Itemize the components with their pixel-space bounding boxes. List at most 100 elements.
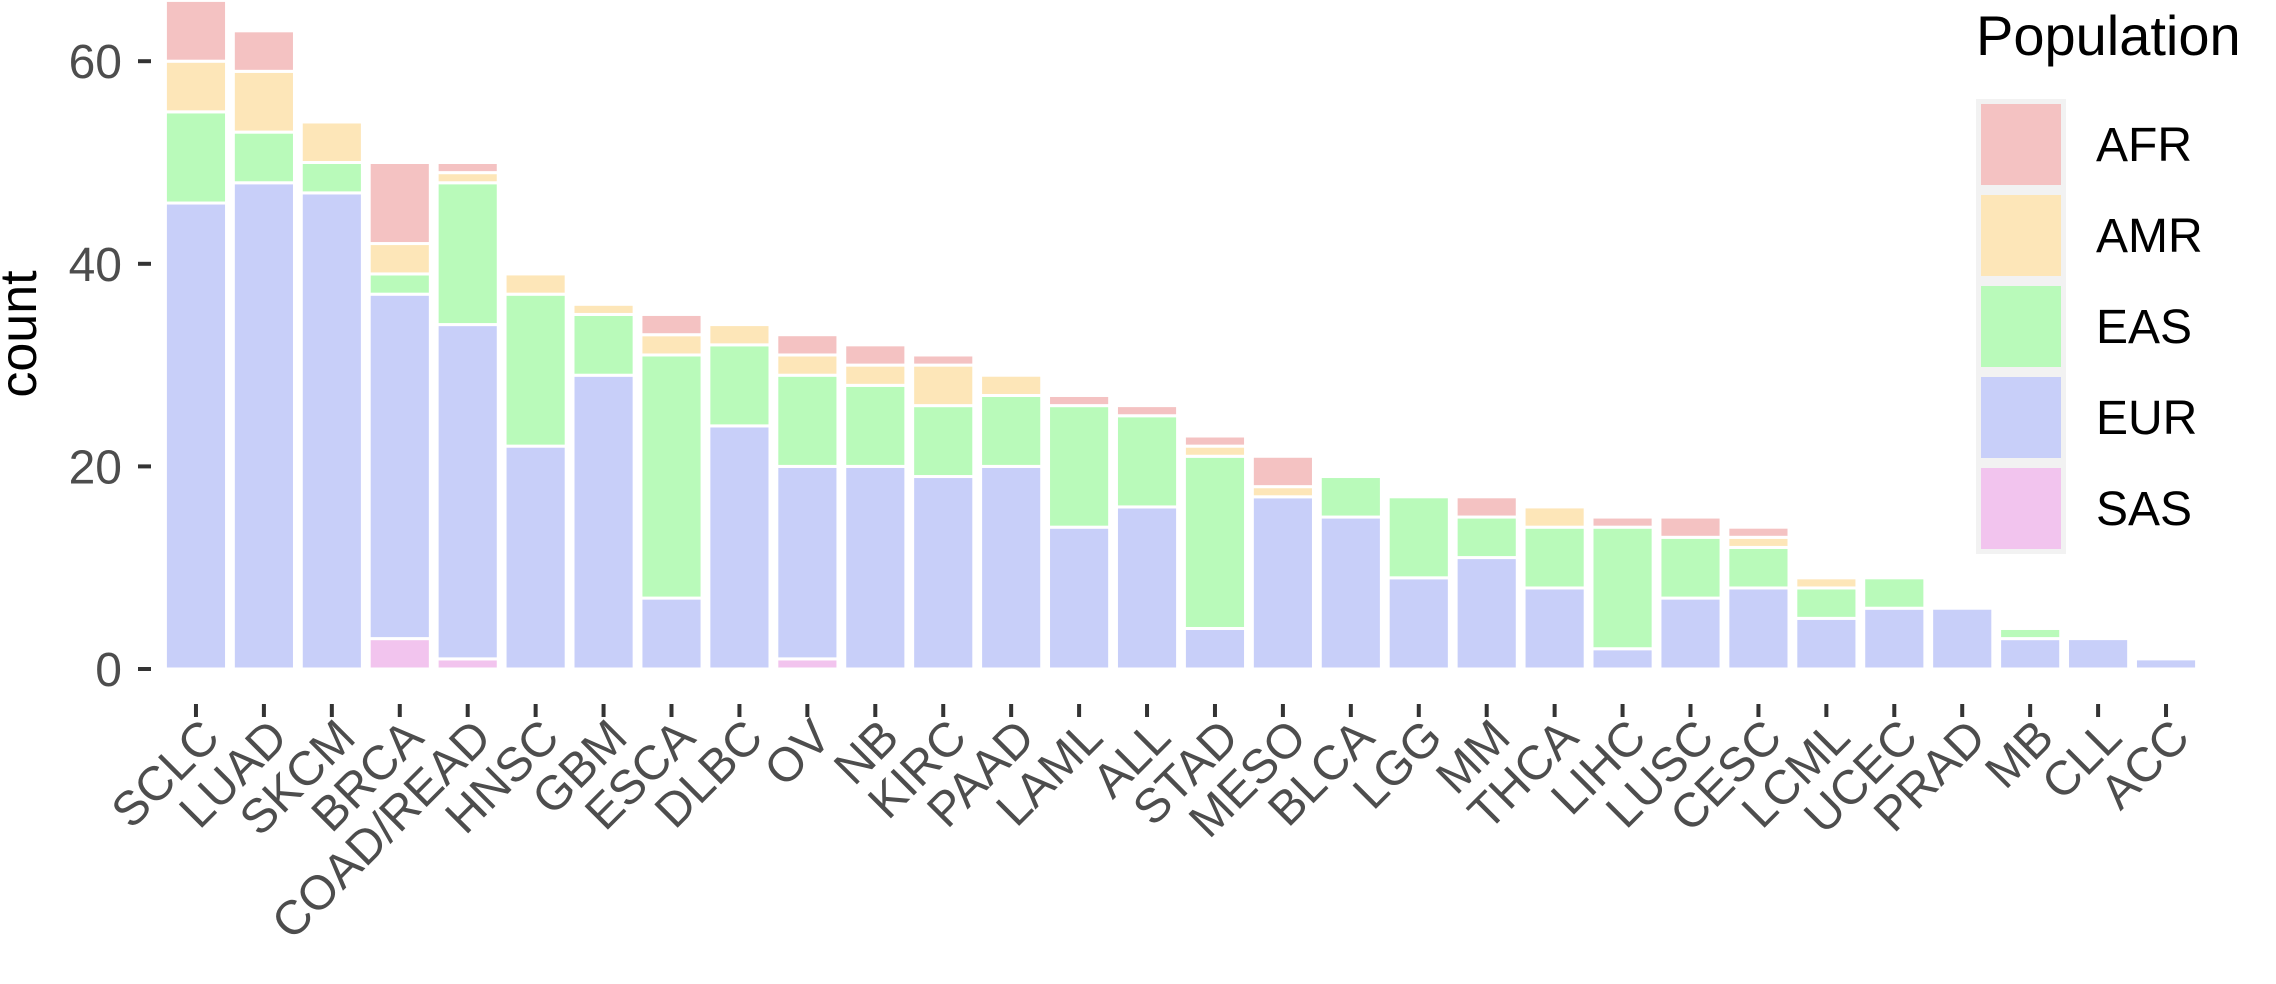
bar-thca-eur [1522,586,1587,671]
legend-label-sas: SAS [2096,483,2192,536]
legend-label-eur: EUR [2096,392,2197,445]
bar-sclc-eas [163,110,229,205]
legend-label-eas: EAS [2096,301,2192,354]
bar-luad-eur [231,181,296,671]
bar-stad-eur [1182,626,1248,671]
bar-skcm-eur [299,191,364,671]
bar-sclc-eur [163,201,229,671]
bar-coad-read-afr [435,161,500,175]
bar-esca-eur [639,596,704,671]
bar-dlbc-amr [707,323,772,347]
bar-hnsc-eas [503,292,568,448]
bar-lcml-eas [1794,586,1859,620]
legend-swatch-afr [1981,104,2061,185]
bar-lgg-eas [1386,495,1451,580]
bar-paad-eas [979,393,1044,468]
bar-brca-eas [367,272,432,296]
legend-swatch-amr [1981,195,2061,276]
bar-all-eur [1114,505,1180,671]
bar-nb-eas [843,383,908,468]
bar-sclc-afr [163,0,229,63]
bar-thca-eas [1522,525,1587,590]
legend-title: Population [1976,4,2241,67]
bar-mm-eur [1454,556,1519,671]
x-axis: SCLCLUADSKCMBRCACOAD/READHNSCGBMESCADLBC… [102,704,2200,950]
bar-lihc-afr [1590,515,1655,529]
bar-coad-read-amr [435,171,500,185]
bar-esca-eas [639,353,704,600]
legend-swatch-eas [1981,286,2061,367]
bar-stad-afr [1182,434,1248,448]
bar-skcm-eas [299,161,364,195]
bar-stad-amr [1182,444,1248,458]
legend-swatch-sas [1981,468,2061,549]
bar-ov-eur [775,464,840,661]
bar-brca-afr [367,161,432,246]
bar-blca-eas [1318,475,1383,519]
bar-lihc-eas [1590,525,1655,651]
bar-brca-sas [367,637,432,671]
bar-nb-afr [843,343,908,367]
y-tick-label-60: 60 [69,36,122,89]
bar-laml-eas [1047,404,1112,529]
bar-lcml-eur [1794,616,1859,671]
bar-ov-eas [775,373,840,468]
bar-lcml-amr [1794,576,1859,590]
bar-hnsc-eur [503,444,568,671]
bar-dlbc-eur [707,424,772,671]
bar-nb-eur [843,464,908,671]
bar-gbm-eas [571,312,636,377]
bar-lihc-eur [1590,647,1655,671]
bar-gbm-eur [571,373,636,671]
bar-kirc-eur [911,475,976,671]
bar-ov-afr [775,333,840,357]
legend-swatch-eur [1981,377,2061,458]
legend: Population AFR AMR EAS EUR SAS [1976,4,2241,554]
bar-cesc-afr [1726,525,1791,539]
legend-label-amr: AMR [2096,210,2203,263]
bar-esca-afr [639,312,704,337]
bar-esca-amr [639,333,704,357]
bar-ov-sas [775,657,840,671]
bar-meso-amr [1250,485,1315,499]
bar-kirc-afr [911,353,976,367]
bar-acc-eur [2133,657,2199,671]
bar-stad-eas [1182,454,1248,630]
bar-kirc-amr [911,363,976,408]
bar-blca-eur [1318,515,1383,671]
bar-dlbc-eas [707,343,772,428]
bar-nb-amr [843,363,908,387]
bar-luad-afr [231,29,296,73]
bar-mb-eas [1998,626,2063,641]
bar-meso-afr [1250,454,1315,489]
y-tick-label-0: 0 [95,644,122,697]
legend-label-afr: AFR [2096,119,2192,172]
y-axis: 0 20 40 60 [69,36,151,697]
bar-laml-afr [1047,393,1112,408]
bar-ov-amr [775,353,840,377]
bar-coad-read-sas [435,657,500,671]
bar-mm-eas [1454,515,1519,560]
bar-mm-afr [1454,495,1519,519]
bar-prad-eur [1930,606,1995,671]
bar-kirc-eas [911,404,976,479]
bar-thca-amr [1522,505,1587,529]
bar-cesc-amr [1726,535,1791,549]
bars-layer [163,0,2199,671]
bar-luad-eas [231,130,296,185]
bar-brca-amr [367,242,432,276]
bar-coad-read-eur [435,323,500,661]
bar-laml-eur [1047,525,1112,671]
bar-lgg-eur [1386,576,1451,671]
bar-paad-eur [979,464,1044,671]
bar-skcm-amr [299,120,364,165]
bar-sclc-amr [163,59,229,114]
bar-mb-eur [1998,637,2063,671]
bar-ucec-eas [1862,576,1927,610]
bar-cesc-eur [1726,586,1791,671]
bar-coad-read-eas [435,181,500,327]
bar-all-eas [1114,414,1180,509]
y-tick-label-20: 20 [69,441,122,494]
bar-lusc-afr [1658,515,1723,539]
